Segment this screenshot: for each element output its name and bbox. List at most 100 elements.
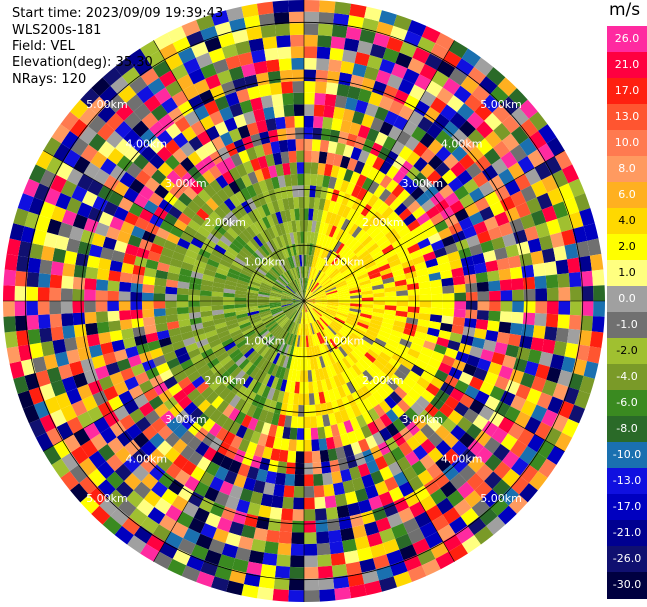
velocity-gate: [229, 264, 243, 273]
velocity-gate: [316, 271, 325, 283]
velocity-gate: [206, 258, 220, 268]
velocity-gate: [9, 223, 25, 241]
velocity-gate: [136, 85, 155, 104]
velocity-gate: [271, 225, 280, 238]
velocity-gate: [310, 162, 319, 175]
velocity-gate: [313, 307, 324, 315]
velocity-gate: [236, 315, 249, 323]
velocity-gate: [500, 96, 520, 116]
velocity-gate: [287, 139, 297, 152]
velocity-gate: [338, 302, 351, 306]
velocity-gate: [308, 311, 315, 323]
velocity-gate: [444, 374, 459, 388]
velocity-gate: [553, 340, 567, 357]
velocity-gate: [352, 263, 365, 273]
velocity-gate: [382, 538, 400, 555]
velocity-gate: [323, 390, 331, 403]
velocity-gate: [39, 414, 57, 433]
velocity-gate: [325, 308, 338, 314]
velocity-gate: [280, 274, 290, 284]
velocity-gate: [404, 135, 420, 152]
velocity-gate: [395, 284, 408, 292]
velocity-gate: [39, 169, 57, 188]
velocity-gate: [238, 250, 251, 261]
velocity-gate: [247, 257, 260, 267]
velocity-gate: [156, 146, 173, 162]
velocity-gate: [118, 498, 137, 517]
velocity-gate: [274, 23, 291, 37]
velocity-gate: [141, 112, 159, 129]
velocity-gate: [381, 347, 395, 358]
velocity-gate: [269, 293, 282, 298]
velocity-gate: [292, 334, 297, 347]
velocity-gate: [511, 311, 524, 324]
velocity-gate: [4, 331, 19, 349]
velocity-gate: [558, 301, 571, 315]
velocity-gate: [417, 352, 431, 365]
velocity-gate: [225, 532, 242, 548]
velocity-gate: [138, 401, 155, 417]
velocity-gate: [156, 130, 173, 147]
velocity-gate: [427, 139, 444, 155]
velocity-gate: [107, 489, 126, 508]
velocity-gate: [402, 194, 416, 209]
velocity-gate: [72, 301, 85, 314]
velocity-gate: [338, 296, 351, 300]
velocity-gate: [519, 335, 533, 350]
velocity-gate: [510, 190, 527, 207]
velocity-gate: [323, 199, 331, 212]
velocity-gate: [426, 123, 443, 140]
velocity-gate: [335, 142, 346, 156]
velocity-gate: [336, 83, 350, 98]
velocity-gate: [510, 144, 528, 163]
velocity-gate: [318, 233, 326, 246]
velocity-gate: [398, 507, 415, 524]
velocity-gate: [440, 480, 457, 498]
velocity-gate: [49, 301, 62, 315]
velocity-gate: [407, 306, 420, 314]
velocity-gate: [386, 338, 400, 349]
velocity-gate: [285, 257, 292, 270]
velocity-gate: [569, 301, 582, 316]
velocity-gate: [338, 298, 351, 301]
velocity-gate: [404, 180, 419, 195]
velocity-gate: [317, 426, 326, 440]
velocity-gate: [392, 155, 407, 170]
velocity-gate: [420, 438, 436, 454]
velocity-gate: [535, 363, 551, 380]
velocity-gate: [515, 383, 531, 400]
velocity-gate: [107, 290, 120, 301]
velocity-gate: [211, 135, 226, 151]
velocity-gate: [129, 76, 148, 95]
colorbar-swatch: [607, 546, 647, 573]
velocity-gate: [366, 348, 379, 360]
velocity-gate: [234, 297, 247, 301]
velocity-gate: [541, 409, 558, 428]
velocity-gate: [456, 416, 473, 433]
velocity-gate: [583, 361, 599, 379]
velocity-gate: [314, 306, 325, 313]
velocity-gate: [116, 230, 132, 244]
velocity-gate: [176, 74, 194, 91]
velocity-gate: [537, 143, 555, 163]
velocity-gate: [348, 286, 361, 292]
velocity-gate: [111, 339, 126, 352]
velocity-gate: [235, 355, 247, 367]
velocity-gate: [152, 524, 171, 542]
velocity-gate: [372, 359, 385, 371]
velocity-gate: [309, 255, 314, 268]
velocity-gate: [315, 302, 327, 306]
velocity-gate: [57, 222, 73, 239]
velocity-gate: [282, 391, 290, 404]
velocity-gate: [304, 289, 306, 301]
velocity-gate: [294, 301, 304, 309]
velocity-gate: [471, 85, 490, 104]
velocity-gate: [166, 357, 181, 370]
velocity-gate: [280, 298, 293, 301]
velocity-gate: [52, 248, 67, 263]
velocity-gate: [308, 393, 315, 406]
velocity-gate: [388, 486, 404, 502]
velocity-gate: [372, 288, 385, 294]
velocity-gate: [96, 321, 110, 334]
velocity-gate: [153, 308, 166, 317]
